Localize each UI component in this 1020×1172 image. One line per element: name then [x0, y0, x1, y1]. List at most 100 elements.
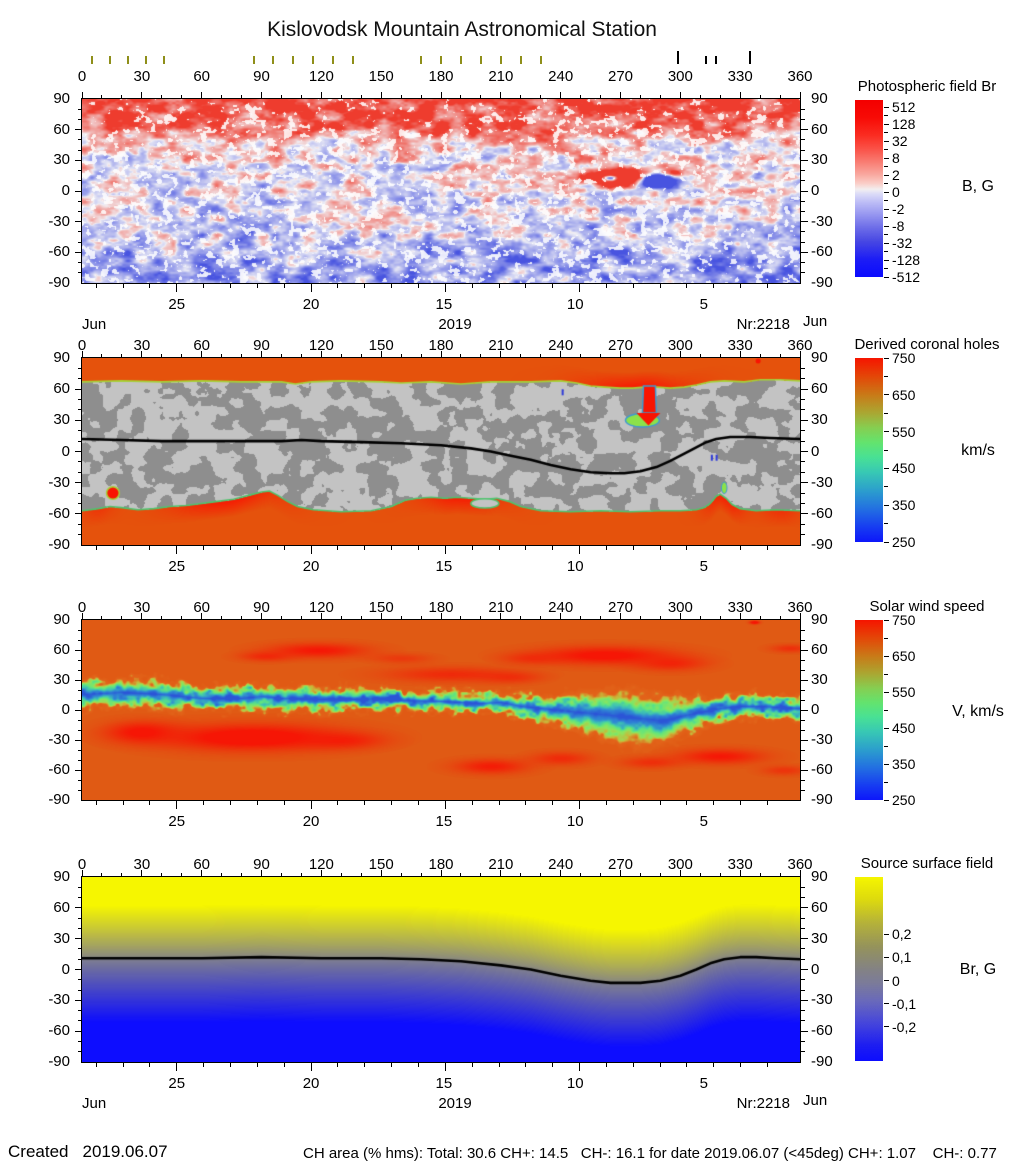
day-tick: [444, 546, 446, 554]
day-tick: [713, 1063, 715, 1067]
lon-tick: [500, 870, 502, 877]
day-tick: [659, 546, 661, 550]
day-label: 20: [302, 296, 320, 313]
day-tick: [767, 546, 769, 550]
lat-tick-left: [78, 118, 82, 120]
day-tick: [498, 801, 500, 805]
colorbar-tick-label: -0,2: [892, 1018, 917, 1035]
lon-tick: [480, 354, 482, 358]
lon-tick: [81, 870, 83, 877]
lat-tick-right: [801, 523, 805, 525]
lat-tick-left: [78, 502, 82, 504]
lon-tick: [540, 873, 542, 877]
lon-tick: [739, 351, 741, 358]
lat-tick-right: [801, 979, 805, 981]
lat-tick-left: [78, 367, 82, 369]
lon-tick: [221, 616, 223, 620]
lon-tick-label: 150: [368, 337, 394, 354]
day-tick: [122, 801, 124, 805]
colorbar-tick: [884, 619, 889, 621]
day-label: 15: [435, 558, 453, 575]
lat-tick-left: [78, 108, 82, 110]
lat-tick-right: [801, 461, 805, 463]
lat-tick-left: [78, 409, 82, 411]
day-tick: [203, 546, 205, 550]
lat-tick-right: [801, 482, 808, 484]
lon-tick: [799, 870, 801, 877]
lon-tick-label: 330: [727, 856, 753, 873]
lon-tick: [181, 616, 183, 620]
colorbar-tick-label: 32: [892, 133, 908, 150]
observation-tick-black: [677, 51, 680, 64]
lat-label-left: 30: [53, 411, 70, 429]
day-tick: [176, 1063, 178, 1071]
lat-label-right: 0: [811, 442, 820, 460]
colorbar-tick-label: 350: [892, 497, 916, 514]
lon-tick: [699, 354, 701, 358]
lat-tick-left: [75, 999, 82, 1001]
day-tick: [95, 284, 97, 288]
colorbar-tick: [884, 691, 889, 693]
lon-tick-label: 90: [253, 68, 270, 85]
lat-label-left: -30: [48, 991, 70, 1009]
colorbar-tick-label: 250: [892, 534, 916, 550]
observation-tick: [440, 56, 442, 64]
lon-tick: [440, 870, 442, 877]
lat-tick-right: [801, 170, 805, 172]
lat-label-left: 60: [53, 641, 70, 658]
lat-tick-left: [78, 180, 82, 182]
lat-tick-right: [801, 1030, 808, 1032]
colorbar-title-source-surface: Source surface field: [860, 855, 994, 872]
colorbar-tick-label: 450: [892, 460, 916, 477]
day-tick: [310, 284, 312, 292]
lat-tick-left: [78, 170, 82, 172]
lon-tick-label: 360: [787, 68, 813, 85]
day-tick: [767, 801, 769, 805]
lon-tick: [340, 354, 342, 358]
lon-tick: [759, 873, 761, 877]
day-label: 5: [699, 813, 708, 830]
lon-tick: [679, 92, 681, 99]
lat-label-left: -60: [48, 243, 70, 261]
lon-tick-label: 270: [607, 599, 634, 616]
colorbar-minor-tick: [884, 781, 888, 783]
lat-tick-left: [78, 399, 82, 401]
lon-tick: [460, 616, 462, 620]
lat-tick-left: [75, 159, 82, 161]
lat-label-right: 30: [811, 929, 828, 947]
colorbar-tick-label: 0: [892, 972, 900, 989]
day-label: 10: [566, 558, 584, 575]
lat-label-left: -30: [48, 473, 70, 491]
lat-tick-left: [75, 907, 82, 909]
day-tick: [229, 284, 231, 288]
day-tick: [686, 284, 688, 288]
lat-tick-left: [78, 699, 82, 701]
lon-tick: [620, 351, 621, 358]
lat-label-left: 60: [53, 898, 70, 916]
lat-tick-right: [801, 200, 805, 202]
lon-tick: [181, 873, 183, 877]
day-tick: [552, 284, 554, 288]
day-tick: [283, 1063, 285, 1067]
lon-tick: [620, 613, 621, 620]
lon-tick: [261, 613, 262, 620]
observation-tick: [90, 56, 93, 64]
lat-tick-right: [801, 907, 808, 909]
lat-label-right: 60: [811, 380, 828, 398]
ch-area-stats: CH area (% hms): Total: 30.6 CH+: 14.5 C…: [303, 1145, 997, 1162]
lon-tick: [300, 616, 302, 620]
lon-tick: [221, 354, 223, 358]
lon-tick-label: 240: [548, 856, 574, 873]
lat-tick-right: [801, 534, 805, 536]
lat-tick-right: [801, 129, 808, 131]
page-title: Kislovodsk Mountain Astronomical Station: [267, 18, 657, 41]
lon-tick: [340, 95, 342, 99]
lat-tick-right: [801, 210, 805, 212]
lat-label-right: -30: [811, 991, 833, 1009]
lon-tick: [799, 613, 801, 620]
lon-tick: [759, 616, 761, 620]
month-right-label: Jun: [803, 313, 828, 330]
lon-tick: [600, 616, 602, 620]
lat-tick-right: [801, 759, 805, 761]
colorbar-tick-label: 350: [892, 756, 916, 772]
